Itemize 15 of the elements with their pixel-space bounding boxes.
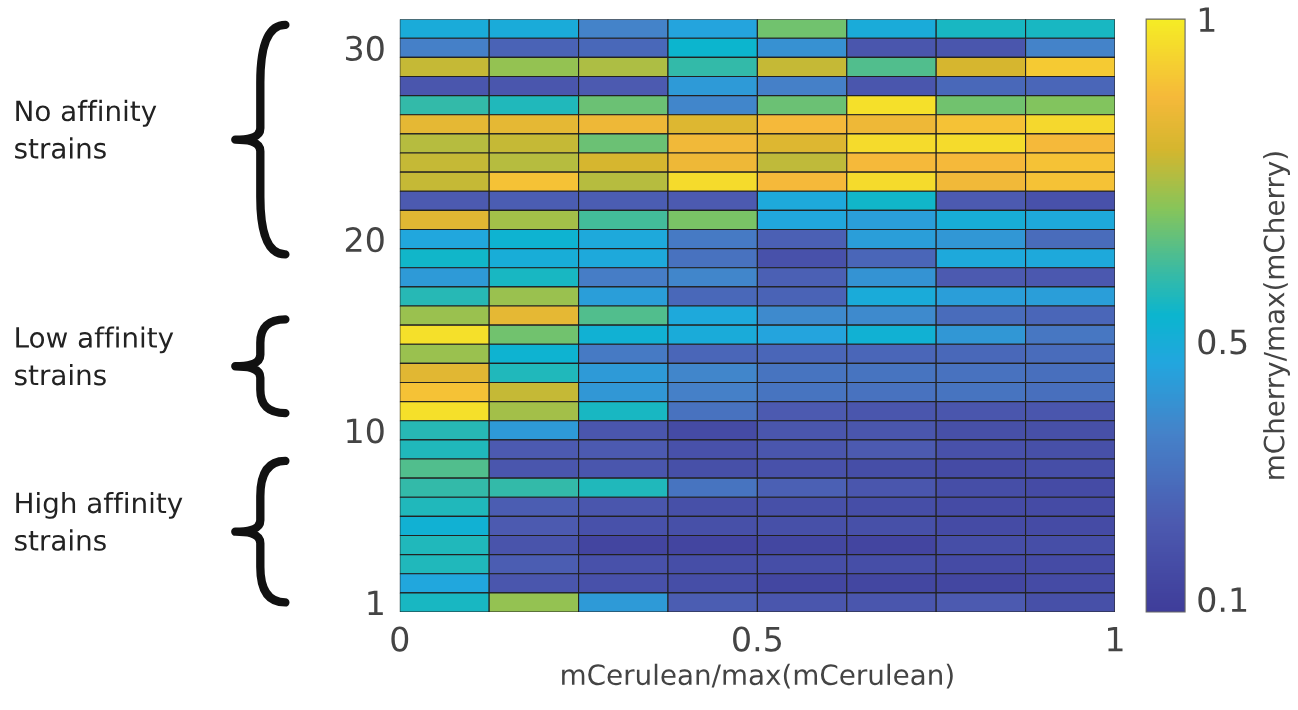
color-bar-label: 1 — [1199, 7, 1215, 32]
x-tick-label: 1 — [1108, 626, 1123, 652]
y-tick-label: 20 — [345, 227, 384, 253]
y-tick-label: 10 — [347, 418, 384, 444]
x-tick-label: 0.5 — [733, 626, 781, 652]
text: High affinity strains — [15, 491, 183, 551]
y-tick-label: 30 — [346, 35, 384, 61]
text: Low affinity strains — [15, 326, 174, 386]
text: No affinity strains — [15, 99, 157, 159]
x-axis-title: mCerulean/max(mCerulean) — [562, 663, 953, 689]
y-tick-label: 1 — [368, 590, 383, 616]
x-tick-label: 0 — [391, 626, 409, 652]
color-bar-label: 0.5 — [1198, 329, 1247, 355]
color-bar-title: mCherry/max(mCherry) — [1263, 152, 1290, 479]
color-bar-label: 0.1 — [1198, 587, 1247, 613]
